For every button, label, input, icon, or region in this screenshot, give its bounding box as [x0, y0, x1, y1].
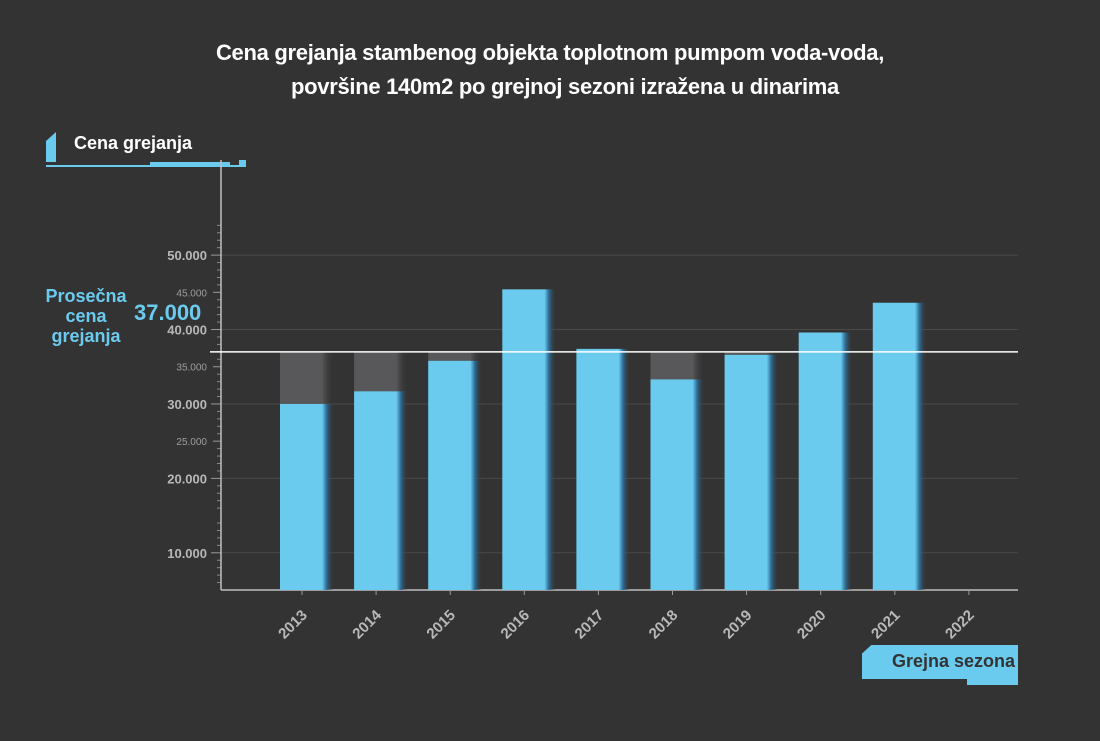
y-minor-tick-label: 35.000	[176, 363, 207, 374]
y-tick-label: 20.000	[167, 471, 207, 486]
x-tick-label: 2015	[423, 607, 459, 643]
bar-2018	[650, 379, 705, 590]
x-axis-title: Grejna sezona	[892, 651, 1016, 671]
x-tick-label: 2017	[572, 607, 608, 643]
y-tag-baseline	[46, 165, 246, 167]
average-label: Prosečna cena grejanja	[44, 286, 128, 346]
bar-2021	[872, 302, 927, 590]
y-minor-tick-label: 45.000	[176, 288, 207, 299]
x-tick-label: 2020	[794, 607, 830, 643]
average-label-line-1: Prosečna	[45, 286, 127, 306]
chart-title: Cena grejanja stambenog objekta toplotno…	[0, 36, 1100, 104]
chart-title-line-1: Cena grejanja stambenog objekta toplotno…	[215, 40, 885, 65]
y-minor-tick-label: 25.000	[176, 437, 207, 448]
bars	[280, 289, 927, 590]
y-axis-title: Cena grejanja	[74, 133, 193, 153]
gap-to-average-bar	[280, 351, 334, 404]
bar-2013	[280, 403, 334, 590]
bar-2014	[354, 391, 409, 590]
average-value: 37.000	[134, 300, 202, 325]
x-tick-label: 2021	[868, 607, 904, 643]
gap-to-average-bar	[724, 351, 779, 355]
x-tick-label: 2013	[275, 607, 311, 643]
x-tick-label: 2014	[349, 606, 385, 642]
y-tag-underline-dot	[239, 160, 246, 167]
x-tick-label: 2022	[942, 607, 978, 643]
bar-2016	[502, 289, 557, 590]
y-axis-tag: Cena grejanja	[46, 130, 246, 170]
bar-2019	[724, 354, 779, 590]
gap-to-average-bar	[428, 351, 483, 361]
y-tick-label: 30.000	[167, 397, 207, 412]
x-tick-label: 2018	[646, 607, 682, 643]
x-tag-box	[862, 645, 1018, 679]
bar-2017	[576, 348, 631, 590]
average-label-line-2: cena	[65, 306, 107, 326]
gap-to-average-bar	[354, 351, 409, 392]
average-label-line-3: grejanja	[51, 326, 121, 346]
bar-2015	[428, 360, 483, 590]
y-tick-label: 50.000	[167, 248, 207, 263]
y-tag-left-tab	[46, 132, 56, 162]
x-tag-underline	[967, 679, 1012, 685]
chart-title-line-2: površine 140m2 po grejnoj sezoni izražen…	[290, 74, 839, 99]
bar-2020	[798, 332, 853, 590]
y-tick-label: 10.000	[167, 546, 207, 561]
x-axis-tag: Grejna sezona	[862, 645, 1022, 687]
y-tick-label: 40.000	[167, 323, 207, 338]
y-tag-underline	[150, 162, 230, 167]
x-tag-underline-dot	[1012, 678, 1018, 685]
gap-to-average-bar	[650, 351, 705, 380]
x-tick-label: 2016	[498, 607, 534, 643]
x-tick-label: 2019	[720, 607, 756, 643]
